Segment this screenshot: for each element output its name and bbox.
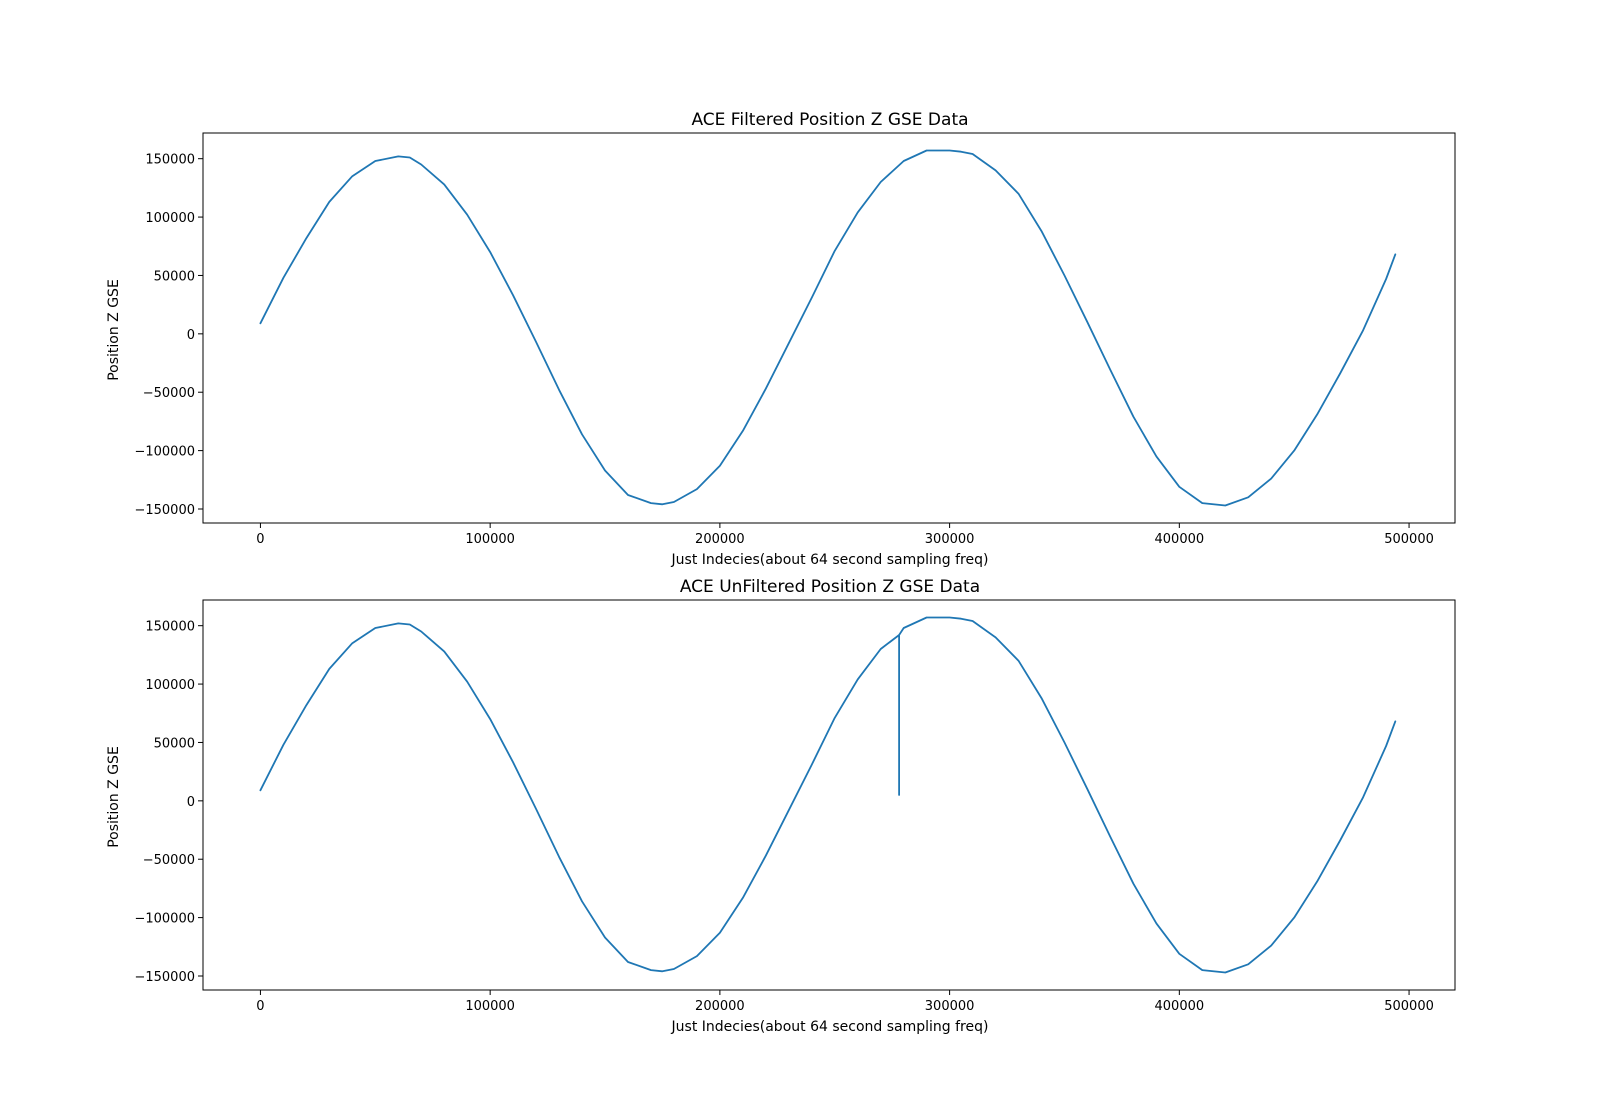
x-tick-label: 0 xyxy=(256,999,264,1014)
y-tick-label: −150000 xyxy=(134,503,195,518)
tick-labels: 0 100000 200000 300000 400000 500000−150000−1… xyxy=(134,153,1433,547)
y-tick-label: −100000 xyxy=(134,445,195,460)
chart-title: ACE UnFiltered Position Z GSE Data xyxy=(680,577,980,597)
tick-marks xyxy=(198,158,1410,528)
y-tick-label: −50000 xyxy=(143,386,195,401)
tick-labels: 0 100000 200000 300000 400000 500000−150000−1… xyxy=(134,620,1433,1014)
y-tick-label: −150000 xyxy=(134,970,195,985)
x-tick-label: 500000 xyxy=(1384,532,1434,547)
y-tick-label: 0 xyxy=(187,328,195,343)
y-tick-label: 100000 xyxy=(145,211,195,226)
x-tick-label: 300000 xyxy=(925,999,975,1014)
x-axis-label: Just Indecies(about 64 second sampling f… xyxy=(671,552,989,568)
y-axis-label: Position Z GSE xyxy=(106,746,122,848)
x-axis-label: Just Indecies(about 64 second sampling f… xyxy=(671,1019,989,1035)
series-line xyxy=(259,149,1397,507)
x-tick-label: 100000 xyxy=(465,999,515,1014)
y-tick-label: 50000 xyxy=(154,269,195,284)
x-tick-label: 200000 xyxy=(695,532,745,547)
y-tick-label: 0 xyxy=(187,795,195,810)
x-tick-label: 300000 xyxy=(925,532,975,547)
filtered-chart-panel: ACE Filtered Position Z GSE Data 0 100000… xyxy=(106,110,1456,568)
unfiltered-chart-panel: ACE UnFiltered Position Z GSE Data 0 1000… xyxy=(106,577,1456,1035)
axes-frame xyxy=(202,599,1456,991)
y-tick-label: 150000 xyxy=(145,620,195,635)
y-axis-label: Position Z GSE xyxy=(106,279,122,381)
y-tick-label: −50000 xyxy=(143,853,195,868)
x-tick-label: 100000 xyxy=(465,532,515,547)
y-tick-label: −100000 xyxy=(134,912,195,927)
tick-marks xyxy=(198,625,1410,995)
plot-lines xyxy=(259,149,1397,507)
x-tick-label: 200000 xyxy=(695,999,745,1014)
x-tick-label: 0 xyxy=(256,532,264,547)
axes-frame xyxy=(202,132,1456,524)
y-tick-label: 100000 xyxy=(145,678,195,693)
x-tick-label: 400000 xyxy=(1155,532,1205,547)
chart-title: ACE Filtered Position Z GSE Data xyxy=(691,110,968,130)
y-tick-label: 150000 xyxy=(145,153,195,168)
plot-lines xyxy=(259,616,1397,974)
y-tick-label: 50000 xyxy=(154,736,195,751)
x-tick-label: 500000 xyxy=(1384,999,1434,1014)
x-tick-label: 400000 xyxy=(1155,999,1205,1014)
series-line xyxy=(259,616,1397,974)
